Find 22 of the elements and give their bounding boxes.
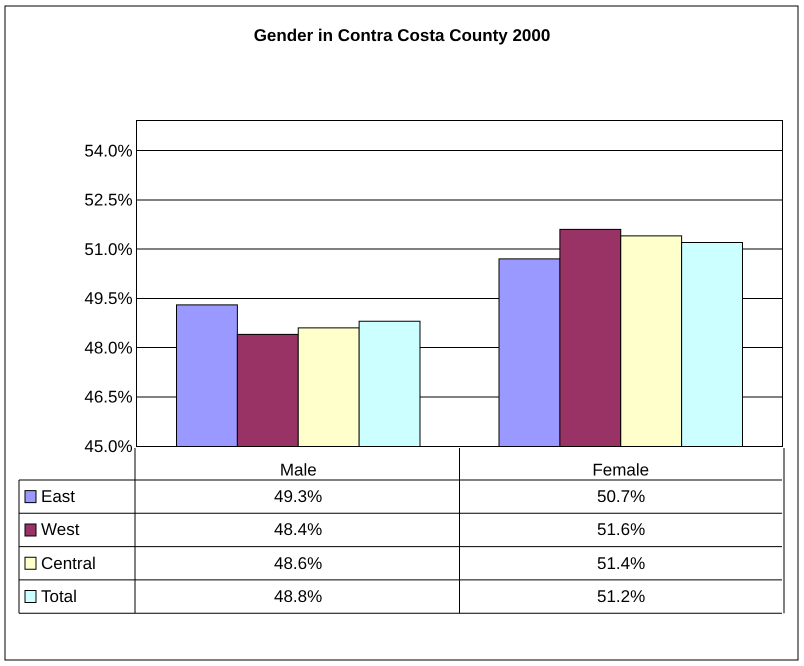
data-label: 49.3% [274,487,322,506]
data-label: 51.4% [597,554,646,573]
legend-label: Central [41,554,96,573]
data-label: 51.2% [597,587,646,606]
y-tick-label: 46.5% [84,388,133,407]
y-tick-label: 54.0% [84,142,133,160]
y-tick-label: 52.5% [84,190,133,210]
x-tick-label: Female [592,460,650,480]
y-tick-label: 51.0% [84,240,133,259]
data-label: 48.8% [274,587,322,606]
data-label: 50.7% [597,487,646,506]
y-tick-label: 45.0% [84,436,133,456]
data-label: 48.6% [274,554,322,573]
chart-title: Gender in Contra Costa County 2000 [254,26,550,45]
data-label: 48.4% [274,520,322,539]
y-tick-label: 48.0% [84,338,133,358]
legend-label: Total [41,587,77,606]
y-tick-label: 49.5% [84,289,133,308]
legend-label: West [41,520,80,539]
x-tick-label: Male [280,460,317,480]
legend-label: East [41,487,76,506]
data-label: 51.6% [597,520,646,539]
